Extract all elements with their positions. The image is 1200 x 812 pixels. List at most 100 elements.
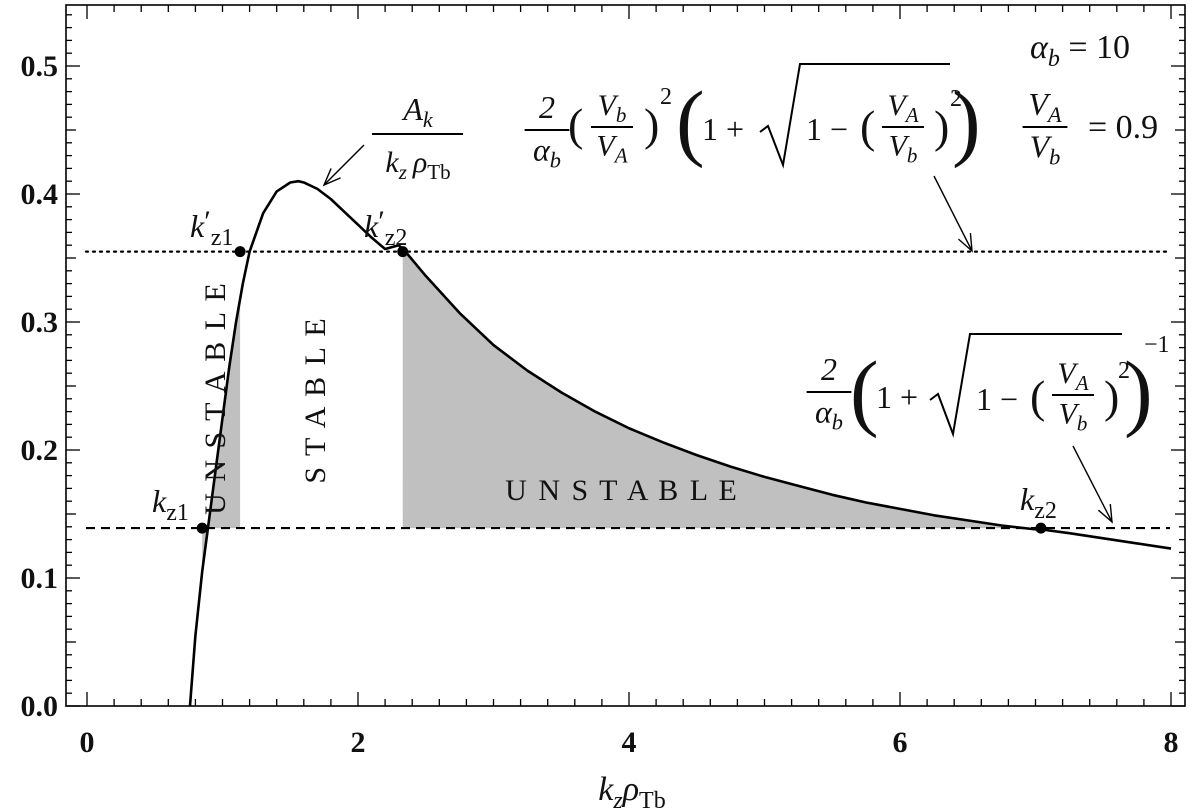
plot-frame xyxy=(65,4,1186,707)
upper-frac-va-vb-den: Vb xyxy=(889,130,918,168)
curve-label-rho: ρ xyxy=(412,146,427,179)
point-label-prime: ′ xyxy=(204,205,211,238)
x-tick-label: 2 xyxy=(351,726,366,759)
annotation-layer: U N S T A B L E U N S T A B L E S T A B L … xyxy=(199,29,1170,524)
upper-frac-va-vb-den-sub: b xyxy=(907,144,918,168)
y-tick-label: 0.4 xyxy=(21,178,59,211)
stable-label: S T A B L E xyxy=(299,316,332,483)
point-marker xyxy=(1035,522,1047,534)
param-va-vb-value: = 0.9 xyxy=(1088,109,1158,146)
point-label: kz1 xyxy=(152,483,189,526)
lower-threshold-arrow xyxy=(1072,445,1113,524)
lower-inner-paren-close: ) xyxy=(1104,371,1119,422)
param-va-vb-frac-den: Vb xyxy=(1030,128,1061,169)
upper-paren-open: ( xyxy=(568,99,583,150)
lower-frac-va-vb-num-sub: A xyxy=(1074,371,1089,395)
unstable-label-left: U N S T A B L E xyxy=(199,281,232,515)
point-label-k: k xyxy=(190,208,205,244)
point-label: k′z2 xyxy=(364,205,407,251)
curve-label-den: kz ρTb xyxy=(385,146,450,184)
y-tick-label: 0.0 xyxy=(21,690,59,723)
point-label: k′z1 xyxy=(190,205,233,251)
upper-threshold-arrow xyxy=(933,175,973,253)
lower-frac-2-alpha: 2 αb xyxy=(806,351,852,434)
upper-inner-paren-open: ( xyxy=(860,101,875,152)
curve-label-k: k xyxy=(385,146,399,179)
x-axis-label-tb: Tb xyxy=(639,788,666,812)
curve-label-arrow xyxy=(322,144,365,187)
upper-paren-close: ) xyxy=(644,99,659,150)
upper-frac-2-alpha-num: 2 xyxy=(539,89,555,125)
curve-label-rho-sub: Tb xyxy=(427,160,450,184)
point-marker xyxy=(196,522,208,534)
point-label-sub: z2 xyxy=(385,225,408,251)
upper-inner-paren-close: ) xyxy=(934,101,949,152)
lower-one-plus: 1 + xyxy=(876,379,918,415)
point-label-k: k xyxy=(1020,481,1035,517)
param-alpha-symbol: α xyxy=(1030,29,1049,66)
lower-inner-paren-open: ( xyxy=(1030,371,1045,422)
lower-frac-2-alpha-den-main: α xyxy=(815,393,833,429)
lower-frac-va-vb-den-sub: b xyxy=(1077,412,1088,436)
param-alpha-sub: b xyxy=(1048,46,1060,72)
lower-exponent: −1 xyxy=(1144,332,1170,358)
upper-frac-vb-va-den-main: V xyxy=(596,130,618,163)
lower-threshold-arrow-head xyxy=(1097,504,1113,524)
y-tick-label: 0.2 xyxy=(21,434,59,467)
param-va-vb-frac-den-sub: b xyxy=(1049,144,1060,169)
curve-label-a: A xyxy=(401,91,423,127)
upper-big-paren-open: ( xyxy=(676,73,705,169)
point-label-k: k xyxy=(364,208,379,244)
point-marker xyxy=(234,246,246,258)
point-label-sub: z2 xyxy=(1034,498,1057,524)
lower-frac-va-vb-num-main: V xyxy=(1057,357,1079,390)
curve-label-arrow-head xyxy=(322,168,341,187)
x-axis-label-k: k xyxy=(598,771,614,808)
param-va-vb-frac-num-main: V xyxy=(1028,86,1051,122)
x-tick-label: 6 xyxy=(893,726,908,759)
curve-label-k-sub: z xyxy=(398,160,407,184)
upper-inner-square: 2 xyxy=(950,86,962,112)
upper-frac-vb-va-num: Vb xyxy=(598,89,627,127)
lower-one-minus: 1 − xyxy=(976,381,1018,417)
upper-frac-va-vb-num-main: V xyxy=(887,89,909,122)
upper-threshold-arrow-shaft xyxy=(933,175,973,252)
upper-frac-2-alpha: 2 αb xyxy=(524,89,570,172)
lower-big-paren-open: ( xyxy=(850,343,879,439)
x-tick-label: 4 xyxy=(622,726,637,759)
lower-frac-va-vb-den: Vb xyxy=(1059,398,1088,436)
point-label-prime: ′ xyxy=(378,205,385,238)
upper-frac-2-alpha-den-sub: b xyxy=(550,147,561,172)
param-va-vb-frac-den-main: V xyxy=(1030,128,1053,164)
upper-frac-2-alpha-num-main: 2 xyxy=(539,89,555,125)
lower-big-paren-close: ) xyxy=(1124,343,1153,439)
param-alpha-value: = 10 xyxy=(1060,29,1130,66)
x-axis-label-rho: ρ xyxy=(622,771,639,808)
point-label-sub: z1 xyxy=(211,225,234,251)
upper-frac-vb-va-den-sub: A xyxy=(613,144,628,168)
upper-one-plus: 1 + xyxy=(702,111,744,147)
lower-frac-va-vb-den-main: V xyxy=(1059,398,1081,431)
point-label-k: k xyxy=(152,483,167,519)
upper-square: 2 xyxy=(660,84,672,110)
upper-frac-vb-va-num-main: V xyxy=(598,89,620,122)
upper-one-minus: 1 − xyxy=(806,111,848,147)
threshold-lines xyxy=(84,250,1172,530)
lower-frac-va-vb-num: VA xyxy=(1057,357,1088,395)
lower-frac-2-alpha-den: αb xyxy=(815,393,843,434)
x-axis-label: kzρTb xyxy=(598,771,665,812)
curve-label-arrow-shaft xyxy=(323,144,365,186)
shaded-region-2 xyxy=(402,249,1041,530)
x-tick-label: 0 xyxy=(80,726,95,759)
upper-sqrt-sign xyxy=(759,63,950,169)
upper-frac-2-alpha-den-main: α xyxy=(533,131,551,167)
upper-frac-vb-va-num-sub: b xyxy=(616,103,627,127)
lower-frac-2-alpha-den-sub: b xyxy=(832,409,843,434)
x-axis-label-z: z xyxy=(612,788,623,812)
